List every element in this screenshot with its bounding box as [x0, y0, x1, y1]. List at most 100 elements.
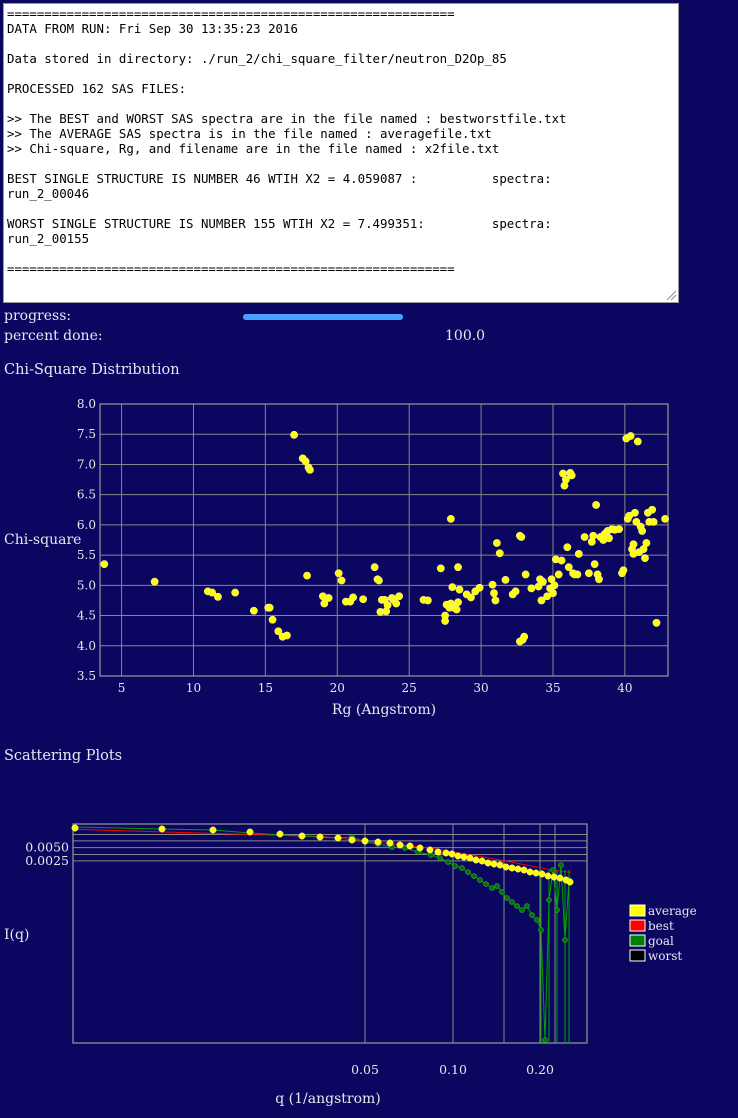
plot-frame — [99, 403, 669, 677]
goal-point — [494, 883, 500, 889]
goal-point — [514, 903, 520, 909]
data-point — [454, 563, 462, 572]
goal-point — [509, 899, 515, 905]
x-axis-label: q (1/angstrom) — [275, 1091, 381, 1107]
data-point — [549, 589, 557, 598]
data-point — [265, 603, 274, 612]
y-tick-label: 7.5 — [77, 427, 96, 441]
goal-point — [471, 873, 477, 879]
x-tick-label: 35 — [545, 681, 560, 695]
x-tick-label: 25 — [402, 681, 417, 695]
data-point — [392, 599, 401, 608]
average-point — [361, 837, 369, 845]
average-point — [466, 854, 474, 862]
average-point — [386, 839, 394, 847]
data-point — [564, 563, 573, 572]
data-point — [550, 581, 559, 590]
data-point — [488, 580, 497, 589]
data-point — [359, 595, 368, 604]
y-tick-label: 8.0 — [77, 397, 96, 411]
chi-square-section-title: Chi-Square Distribution — [4, 362, 180, 378]
data-point — [283, 631, 291, 640]
average-point — [496, 861, 504, 869]
chi-square-chart: 3.5 4.0 4.5 5.0 5.5 6.0 6.5 7.0 7.5 8.0 5 10 15 20 25 3… — [4, 397, 670, 718]
data-point — [592, 501, 601, 509]
data-point — [324, 594, 333, 602]
average-point — [374, 838, 382, 846]
plot-frame — [72, 823, 588, 1044]
data-point — [590, 560, 599, 569]
average-point — [484, 859, 492, 867]
output-log-textarea[interactable]: ========================================… — [3, 3, 679, 303]
average-point — [502, 863, 510, 871]
data-point — [441, 617, 450, 625]
average-point — [348, 836, 356, 844]
x-tick-label: 10 — [186, 681, 201, 695]
goal-point — [538, 927, 544, 933]
goal-point — [499, 889, 505, 895]
average-point — [566, 878, 574, 886]
data-point — [605, 534, 613, 543]
average-point — [246, 828, 254, 836]
y-tick-label: 4.0 — [77, 639, 96, 653]
resize-grip-icon[interactable] — [665, 289, 677, 301]
data-point — [638, 527, 647, 535]
average-point — [520, 866, 528, 874]
data-point — [436, 564, 445, 573]
percent-done-label: percent done: — [4, 328, 103, 344]
data-point — [501, 575, 510, 584]
data-point — [652, 618, 661, 627]
goal-point — [546, 897, 552, 903]
percent-done-value: 100.0 — [445, 328, 486, 344]
data-point — [214, 592, 222, 601]
data-point — [395, 592, 403, 601]
goal-point — [550, 867, 556, 873]
average-point — [550, 873, 558, 881]
data-point — [290, 430, 299, 439]
data-point — [249, 606, 258, 615]
data-point — [563, 543, 572, 552]
data-point — [446, 514, 455, 523]
data-point — [150, 577, 159, 586]
data-point — [641, 554, 649, 563]
x-axis-label: Rg (Angstrom) — [332, 702, 436, 718]
data-point — [334, 569, 343, 578]
data-point — [511, 587, 520, 596]
data-point — [337, 576, 346, 585]
data-point — [448, 583, 457, 592]
x-tick-label: 0.05 — [351, 1062, 379, 1077]
goal-point — [562, 937, 568, 943]
data-point — [537, 596, 546, 605]
progress-bar — [243, 314, 403, 320]
x-tick-label: 20 — [330, 681, 345, 695]
progress-label: progress: — [4, 308, 72, 324]
data-point — [580, 533, 589, 541]
scattering-section-title: Scattering Plots — [4, 748, 123, 764]
y-tick-label: 7.0 — [77, 457, 96, 471]
data-point — [306, 465, 314, 474]
average-point — [209, 826, 217, 834]
data-point — [562, 475, 570, 484]
average-point — [316, 833, 324, 841]
data-point — [589, 531, 598, 540]
data-point — [629, 540, 638, 549]
data-point — [642, 539, 651, 547]
y-axis-label: Chi-square — [4, 532, 81, 548]
goal-point — [524, 903, 530, 909]
data-point — [595, 575, 603, 584]
average-point — [71, 824, 79, 832]
output-log-text: ========================================… — [7, 6, 567, 276]
average-point — [406, 842, 414, 850]
y-tick-label: 6.5 — [77, 488, 96, 502]
y-tick-label: 5.0 — [77, 578, 96, 592]
data-point — [517, 533, 526, 541]
average-point — [472, 856, 480, 864]
goal-point — [459, 865, 465, 871]
average-point — [448, 850, 456, 858]
data-point — [349, 593, 357, 602]
average-point — [556, 874, 564, 882]
data-point — [100, 560, 109, 569]
x-tick-label: 0.20 — [526, 1062, 554, 1077]
average-point — [396, 841, 404, 849]
